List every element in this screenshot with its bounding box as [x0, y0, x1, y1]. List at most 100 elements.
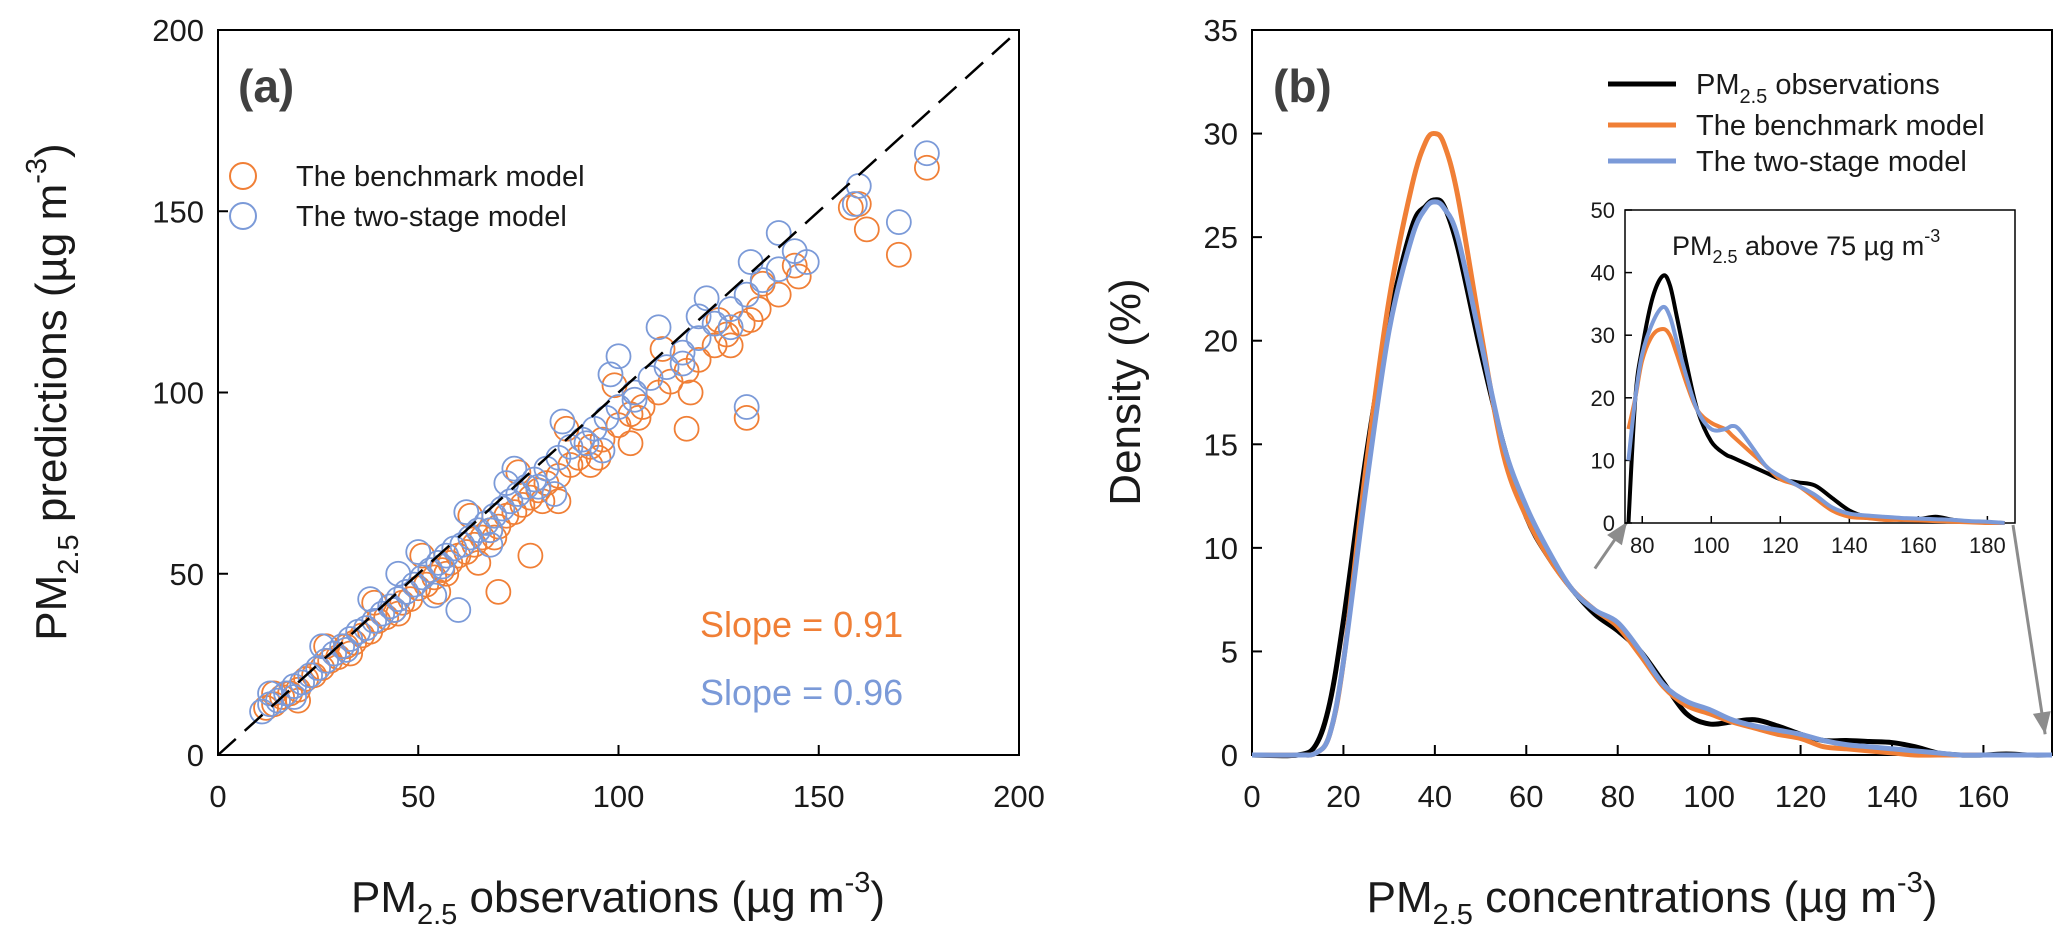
inset-x-tick-label: 120 — [1762, 533, 1799, 558]
inset-plot: 80 100 120 140 160 180 0 10 20 30 40 50 PM2.5 above… — [1591, 198, 2016, 558]
benchmark-point — [745, 296, 772, 323]
benchmark-point — [913, 154, 940, 181]
benchmark-point — [485, 578, 512, 605]
inset-zoom-arrowhead-left — [1607, 522, 1627, 546]
panel-a-x-tick-label: 0 — [209, 779, 226, 814]
twostage-point — [621, 386, 648, 413]
twostage-point — [733, 281, 760, 308]
legend-twostage-label: The two-stage model — [296, 201, 567, 233]
benchmark-point — [733, 404, 760, 431]
panel-a-y-tick-label: 100 — [152, 376, 204, 411]
inset-plot-frame — [1624, 209, 2016, 524]
panel-a-x-axis-label: PM2.5 observations (µg m-3) — [351, 867, 885, 931]
twostage-point — [549, 408, 576, 435]
panel-b-y-tick-label: 0 — [1221, 738, 1238, 773]
twostage-point — [381, 597, 408, 623]
twostage-point — [621, 379, 648, 406]
twostage-point — [653, 354, 680, 381]
twostage-point — [313, 647, 340, 674]
benchmark-point — [649, 336, 676, 362]
inset-twostage-line — [1626, 304, 2005, 525]
inset-y-tick-label: 50 — [1591, 198, 1615, 223]
twostage-point — [525, 473, 552, 500]
twostage-point — [841, 191, 868, 217]
benchmark-point — [501, 499, 528, 526]
twostage-point — [793, 249, 820, 275]
benchmark-point — [625, 404, 652, 431]
benchmark-point — [781, 252, 808, 279]
twostage-point — [605, 343, 632, 370]
panel-b-y-axis-label: Density (%) — [1101, 278, 1150, 505]
panel-b-plot-frame — [1251, 29, 2053, 756]
panel-b-y-tick-label: 35 — [1204, 13, 1238, 48]
twostage-point — [685, 303, 712, 330]
panel-b-x-tick-label: 40 — [1418, 779, 1452, 814]
twostage-point — [669, 339, 696, 366]
panel-b-x-tick-label: 100 — [1683, 779, 1735, 814]
benchmark-point — [785, 263, 812, 290]
twostage-density-line — [1251, 199, 2052, 758]
twostage-point — [501, 455, 528, 482]
twostage-point — [385, 586, 412, 613]
legend-twostage-marker — [229, 202, 257, 230]
benchmark-point — [685, 346, 712, 373]
inset-lines — [1626, 273, 2005, 526]
panel-a-x-tick-label: 150 — [793, 779, 845, 814]
panel-b-y-tick-label: 30 — [1204, 117, 1238, 152]
panel-b-y-tick-label: 5 — [1221, 634, 1238, 669]
twostage-point — [885, 209, 912, 236]
panel-b-lines — [1251, 130, 2053, 759]
panel-a-scatter: 0 50 100 150 200 0 50 100 150 200 (a) The benchma… — [21, 13, 1045, 931]
legend-twostage-label-b: The two-stage model — [1696, 146, 1967, 178]
slope-twostage-annotation: Slope = 0.96 — [700, 672, 903, 713]
panel-a-y-axis-label: PM2.5 predictions (µg m-3) — [21, 143, 85, 640]
slope-benchmark-annotation: Slope = 0.91 — [700, 604, 903, 645]
twostage-point — [765, 220, 792, 246]
panel-a-x-tick-label: 100 — [593, 779, 645, 814]
benchmark-point — [545, 488, 572, 515]
inset-x-tick-label: 180 — [1969, 533, 2006, 558]
twostage-point — [429, 553, 456, 580]
twostage-point — [321, 640, 348, 667]
panel-b-y-tick-label: 20 — [1204, 324, 1238, 359]
twostage-point — [845, 172, 872, 199]
twostage-point — [477, 531, 504, 558]
panel-b-x-tick-label: 140 — [1866, 779, 1918, 814]
inset-zoom-arrow-right — [2011, 524, 2047, 735]
twostage-point — [361, 607, 388, 634]
benchmark-point — [717, 332, 744, 359]
twostage-point — [357, 586, 384, 613]
twostage-point — [377, 593, 404, 620]
panel-a-y-tick-label: 50 — [170, 557, 204, 592]
panel-b-y-tick-label: 25 — [1204, 220, 1238, 255]
twostage-point — [297, 662, 324, 689]
inset-y-tick-label: 0 — [1603, 511, 1615, 536]
twostage-point — [597, 361, 624, 388]
panel-a-label: (a) — [238, 60, 294, 112]
twostage-point — [393, 578, 420, 605]
benchmark-point — [285, 687, 312, 714]
twostage-point — [733, 394, 760, 420]
twostage-point — [701, 310, 728, 337]
benchmark-point — [517, 542, 544, 569]
legend-benchmark-marker — [229, 162, 257, 190]
twostage-point — [477, 517, 504, 544]
inset-zoom-arrowhead-right — [2032, 711, 2051, 735]
panel-b-y-tick-label: 15 — [1204, 427, 1238, 462]
inset-x-tick-label: 80 — [1630, 533, 1654, 558]
benchmark-point — [885, 241, 912, 268]
benchmark-point — [737, 307, 764, 333]
twostage-point — [425, 549, 452, 576]
panel-a-x-tick-label: 50 — [401, 779, 435, 814]
panel-a-y-tick-label: 200 — [152, 13, 204, 48]
twostage-point — [737, 249, 764, 275]
benchmark-point — [509, 491, 536, 518]
panel-a-ticks: 0 50 100 150 200 0 50 100 150 200 — [152, 13, 1045, 814]
benchmark-point — [765, 281, 792, 308]
legend-benchmark-label-b: The benchmark model — [1696, 110, 1985, 142]
benchmark-point — [853, 216, 880, 243]
twostage-point — [685, 325, 712, 352]
